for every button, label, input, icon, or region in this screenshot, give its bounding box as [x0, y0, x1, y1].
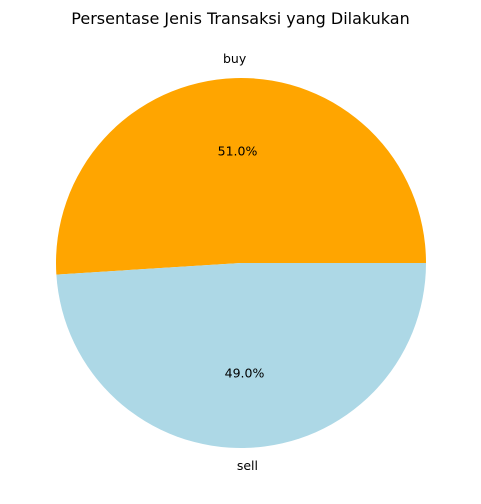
slice-label-buy: buy: [223, 51, 247, 66]
chart-title: Persentase Jenis Transaksi yang Dilakuka…: [71, 9, 409, 28]
slice-label-sell: sell: [237, 458, 258, 473]
pie-slices: [55, 77, 427, 448]
pie-slice-sell: [56, 263, 427, 448]
pct-label-buy: 51.0%: [218, 144, 258, 159]
pie-labels: buy 51.0% sell 49.0%: [218, 51, 265, 473]
pct-label-sell: 49.0%: [225, 365, 265, 380]
pie-slice-buy: [55, 77, 426, 275]
